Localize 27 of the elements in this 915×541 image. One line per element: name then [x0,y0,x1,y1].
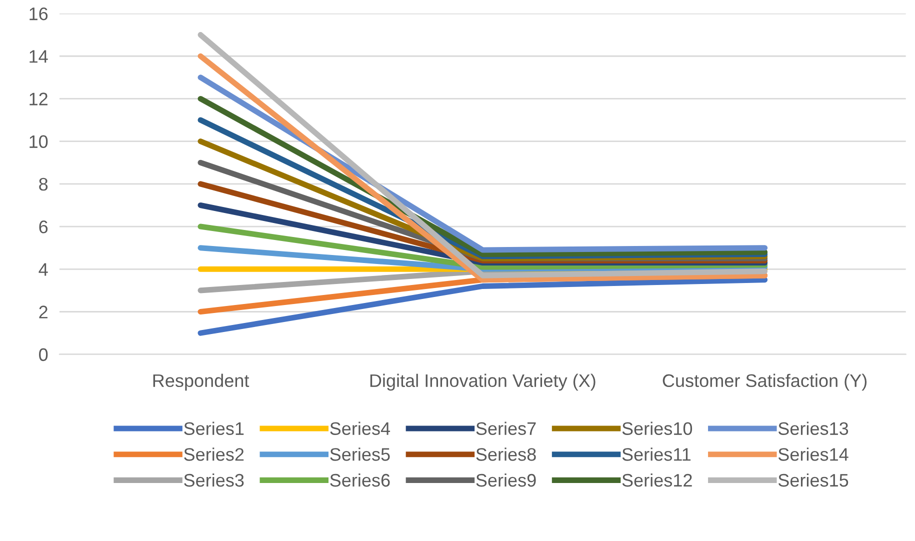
legend-label: Series11 [622,448,691,461]
y-tick-label: 0 [39,348,48,362]
legend-label: Series6 [330,473,390,487]
legend-label: Series5 [330,448,390,461]
legend-label: Series9 [476,473,536,487]
y-tick-label: 16 [30,7,48,20]
legend-label: Series15 [778,473,848,487]
y-tick-label: 6 [39,220,48,234]
legend-label: Series2 [184,448,244,461]
legend-label: Series3 [184,473,244,487]
legend-label: Series13 [778,422,848,435]
y-tick-label: 4 [38,263,48,276]
x-tick-label: Customer Satisfaction (Y) [662,374,867,391]
legend-label: Series4 [330,422,390,435]
y-tick-label: 2 [39,306,48,318]
x-tick-label: Digital Innovation Variety (X) [370,374,596,391]
x-tick-label: Respondent [153,374,250,391]
y-tick-label: 8 [39,178,48,191]
legend-label: Series12 [622,473,692,487]
legend-label: Series10 [622,422,692,435]
y-tick-label: 10 [30,135,48,148]
y-tick-label: 12 [30,92,48,106]
legend-label: Series7 [476,422,536,435]
legend-label: Series14 [778,448,848,461]
y-tick-label: 14 [30,50,48,63]
legend-label: Series1 [184,422,244,435]
legend-label: Series8 [476,448,536,461]
